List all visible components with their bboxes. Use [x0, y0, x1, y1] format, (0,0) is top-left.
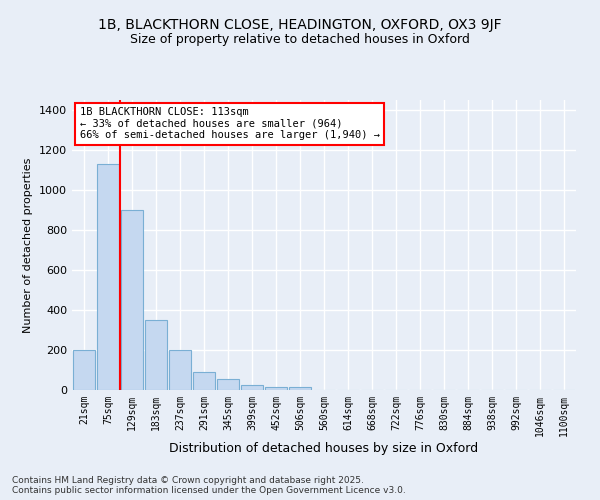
Y-axis label: Number of detached properties: Number of detached properties	[23, 158, 34, 332]
Text: Contains HM Land Registry data © Crown copyright and database right 2025.
Contai: Contains HM Land Registry data © Crown c…	[12, 476, 406, 495]
Bar	[73, 350, 95, 390]
Bar	[97, 164, 119, 390]
Bar	[217, 379, 239, 390]
Text: 1B BLACKTHORN CLOSE: 113sqm
← 33% of detached houses are smaller (964)
66% of se: 1B BLACKTHORN CLOSE: 113sqm ← 33% of det…	[80, 108, 380, 140]
X-axis label: Distribution of detached houses by size in Oxford: Distribution of detached houses by size …	[169, 442, 479, 454]
Bar	[121, 210, 143, 390]
Bar	[241, 385, 263, 390]
Bar	[145, 320, 167, 390]
Bar	[265, 387, 287, 390]
Text: 1B, BLACKTHORN CLOSE, HEADINGTON, OXFORD, OX3 9JF: 1B, BLACKTHORN CLOSE, HEADINGTON, OXFORD…	[98, 18, 502, 32]
Bar	[193, 372, 215, 390]
Bar	[289, 388, 311, 390]
Text: Size of property relative to detached houses in Oxford: Size of property relative to detached ho…	[130, 32, 470, 46]
Bar	[169, 350, 191, 390]
